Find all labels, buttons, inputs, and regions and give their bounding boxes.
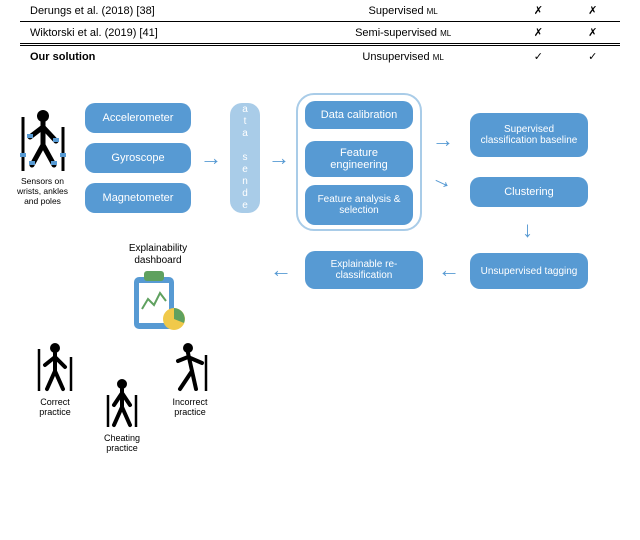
arrow-left-icon: ← bbox=[438, 259, 460, 281]
gyroscope-pill: Gyroscope bbox=[85, 143, 191, 173]
clustering-pill: Clustering bbox=[470, 177, 588, 207]
person-icon bbox=[100, 377, 144, 431]
arrow-down-icon: ↓ bbox=[522, 219, 533, 241]
ref-cell: Derungs et al. (2018) [38] bbox=[20, 0, 295, 22]
clipboard-icon bbox=[128, 269, 188, 335]
data-sender-text: Data sender bbox=[241, 92, 248, 224]
dashboard-label: Explainability dashboard bbox=[108, 243, 208, 266]
table-row: Derungs et al. (2018) [38] Supervised ml… bbox=[20, 0, 620, 22]
c2-cell: ✓ bbox=[566, 45, 620, 68]
sensor-label: Sensors on wrists, ankles and poles bbox=[10, 177, 75, 206]
c1-cell: ✗ bbox=[511, 0, 565, 22]
arrow-icon: → bbox=[200, 147, 222, 169]
pipeline-diagram: Sensors on wrists, ankles and poles Acce… bbox=[0, 87, 640, 537]
incorrect-practice: Incorrect practice bbox=[160, 341, 220, 418]
table-row: Our solution Unsupervised ml ✓ ✓ bbox=[20, 45, 620, 68]
sensor-figure: Sensors on wrists, ankles and poles bbox=[10, 107, 75, 206]
correct-practice: Correct practice bbox=[25, 341, 85, 418]
practice-label: Incorrect practice bbox=[160, 397, 220, 418]
c2-cell: ✗ bbox=[566, 0, 620, 22]
c1-cell: ✗ bbox=[511, 22, 565, 45]
cheating-practice: Cheating practice bbox=[92, 377, 152, 454]
arrow-left-icon: ← bbox=[270, 259, 292, 281]
feature-engineering-pill: Feature engineering bbox=[305, 141, 413, 177]
person-icon bbox=[168, 341, 212, 395]
table-row: Wiktorski et al. (2019) [41] Semi-superv… bbox=[20, 22, 620, 45]
data-calibration-pill: Data calibration bbox=[305, 101, 413, 129]
method-cell: Semi-supervised ml bbox=[295, 22, 511, 45]
arrow-icon: → bbox=[432, 129, 454, 151]
practice-label: Correct practice bbox=[25, 397, 85, 418]
ref-cell: Wiktorski et al. (2019) [41] bbox=[20, 22, 295, 45]
c1-cell: ✓ bbox=[511, 45, 565, 68]
ref-cell: Our solution bbox=[20, 45, 295, 68]
supervised-baseline-pill: Supervised classification baseline bbox=[470, 113, 588, 157]
explainable-reclass-pill: Explainable re-classification bbox=[305, 251, 423, 289]
arrow-icon: → bbox=[268, 147, 290, 169]
walking-person-icon bbox=[16, 107, 70, 175]
practice-label: Cheating practice bbox=[92, 433, 152, 454]
magnetometer-pill: Magnetometer bbox=[85, 183, 191, 213]
unsupervised-tagging-pill: Unsupervised tagging bbox=[470, 253, 588, 289]
person-icon bbox=[33, 341, 77, 395]
accelerometer-pill: Accelerometer bbox=[85, 103, 191, 133]
c2-cell: ✗ bbox=[566, 22, 620, 45]
feature-selection-pill: Feature analysis & selection bbox=[305, 185, 413, 225]
comparison-table: Derungs et al. (2018) [38] Supervised ml… bbox=[20, 0, 620, 67]
method-cell: Unsupervised ml bbox=[295, 45, 511, 68]
method-cell: Supervised ml bbox=[295, 0, 511, 22]
arrow-diag-icon: → bbox=[428, 165, 457, 194]
data-sender-pill: Data sender bbox=[230, 103, 260, 213]
